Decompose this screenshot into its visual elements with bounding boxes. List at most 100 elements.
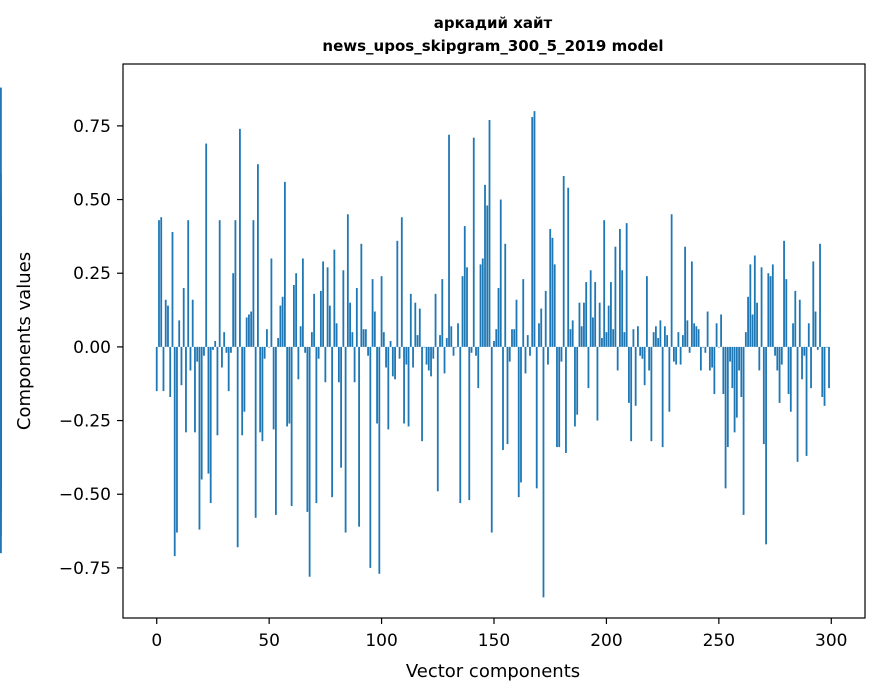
bar (668, 346, 671, 412)
bar (621, 270, 624, 347)
bar (261, 346, 264, 442)
bar (205, 143, 208, 347)
bar (286, 346, 289, 427)
bar (239, 128, 241, 347)
bar (322, 261, 325, 347)
bar (290, 346, 293, 507)
bar (445, 338, 448, 347)
bar (495, 329, 498, 347)
bar (805, 346, 808, 456)
bar (571, 320, 574, 347)
bar (468, 346, 471, 501)
bar (708, 346, 711, 371)
bar (807, 323, 810, 347)
bar (281, 296, 284, 347)
bar (169, 346, 172, 397)
bar (481, 258, 484, 347)
bar (171, 231, 174, 347)
bar (182, 287, 185, 347)
bar (538, 323, 540, 347)
bar (686, 320, 689, 347)
x-tick-label: 100 (365, 631, 397, 651)
bar (430, 346, 432, 377)
bar (250, 311, 253, 347)
bar (407, 346, 410, 427)
bar (389, 341, 392, 347)
bar (227, 346, 230, 392)
bar (313, 293, 316, 347)
bar (218, 220, 221, 347)
bar (690, 261, 693, 347)
bar (158, 220, 160, 347)
bar (529, 346, 531, 356)
bar (699, 346, 702, 371)
bar (268, 346, 271, 348)
x-axis: 0 50 100 150 200 250 300 (151, 618, 847, 651)
bar (301, 258, 304, 347)
bar (405, 346, 408, 365)
bar (380, 276, 383, 347)
bar (722, 346, 725, 395)
bar (252, 220, 255, 347)
bar (502, 346, 504, 451)
bar (337, 346, 340, 383)
y-axis: −0.75 −0.50 −0.25 0.00 0.25 0.50 0.75 (59, 117, 123, 579)
bar (200, 346, 203, 480)
bar (630, 346, 633, 442)
bar (713, 346, 716, 395)
bar (317, 346, 320, 359)
bar (164, 299, 167, 347)
bar (576, 346, 579, 415)
bar (506, 346, 509, 445)
bar (234, 220, 237, 347)
bar (385, 346, 387, 368)
bar (601, 338, 603, 347)
bar (605, 332, 608, 347)
bar (513, 329, 516, 347)
bar (472, 137, 475, 347)
bar (324, 346, 327, 383)
bar (632, 329, 635, 347)
bar (477, 346, 480, 389)
bar (731, 346, 734, 389)
bar (733, 346, 736, 433)
chart-title: аркадий хайт (434, 14, 553, 32)
bar (735, 346, 738, 418)
bar (780, 346, 783, 365)
bar (254, 346, 257, 518)
bar (484, 184, 486, 347)
bar (434, 293, 437, 347)
bar (711, 346, 713, 368)
bar (358, 346, 360, 527)
bar (778, 346, 781, 403)
bar (351, 332, 354, 347)
bar (742, 346, 745, 515)
bar (272, 346, 275, 430)
bar (387, 346, 390, 430)
bar (681, 335, 684, 347)
bar (369, 346, 372, 568)
bar (589, 270, 592, 347)
bar (816, 346, 819, 350)
bar (688, 346, 691, 353)
bar (596, 346, 599, 421)
bar (677, 332, 680, 347)
bar (0, 311, 2, 347)
bar (263, 346, 266, 359)
bar (167, 305, 169, 347)
bar (459, 346, 462, 504)
bar (612, 329, 615, 347)
bar (610, 282, 612, 347)
y-tick-label: −0.25 (59, 412, 111, 432)
y-tick-label: −0.50 (59, 485, 111, 505)
bar (450, 326, 453, 347)
y-axis-label: Components values (14, 252, 35, 430)
bar (508, 346, 511, 362)
bar (553, 264, 556, 347)
bar (396, 240, 399, 347)
bar (414, 302, 417, 347)
bar (828, 346, 830, 389)
bar (470, 346, 473, 353)
bar (740, 346, 743, 397)
bar (672, 346, 675, 362)
